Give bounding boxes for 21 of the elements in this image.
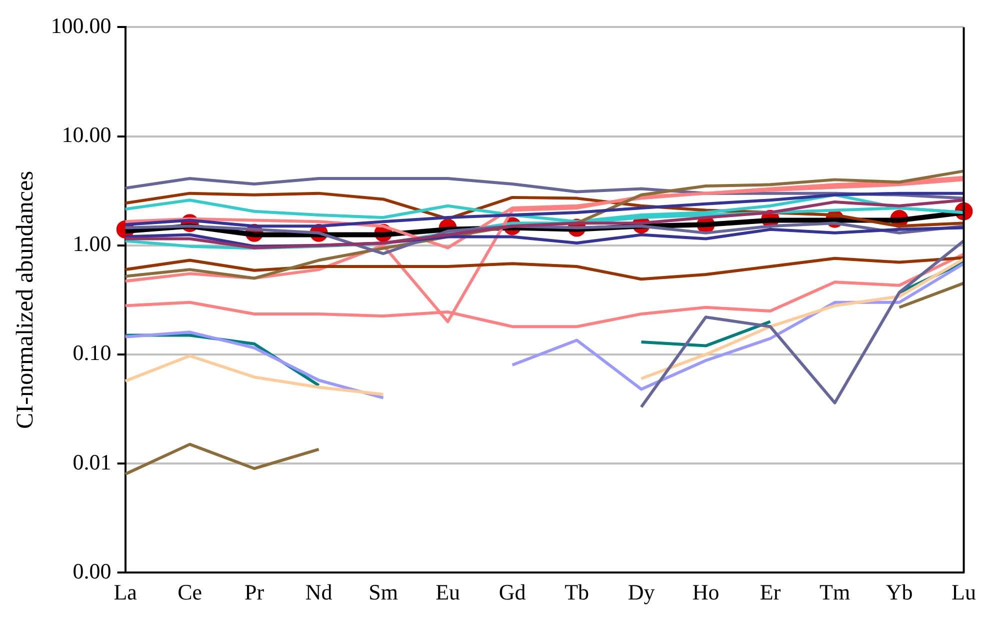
y-tick-label: 0.00 (72, 558, 112, 584)
x-tick-label: Tm (820, 580, 850, 605)
x-tick-label: Tb (564, 580, 590, 605)
x-tick-label: Er (760, 580, 782, 605)
y-tick-label: 1.00 (72, 231, 112, 256)
y-axis-title: CI-normalized abundances (12, 170, 39, 429)
x-tick-label: La (114, 580, 138, 605)
y-tick-label: 0.10 (72, 340, 112, 366)
x-tick-label: Sm (368, 580, 398, 605)
y-tick-label: 0.01 (72, 449, 112, 474)
x-tick-label: Pr (244, 580, 265, 605)
x-tick-label: Ho (692, 580, 720, 605)
y-tick-label: 100.00 (50, 12, 112, 38)
y-tick-label: 10.00 (62, 122, 112, 148)
x-tick-label: Dy (628, 580, 655, 605)
x-tick-label: Gd (498, 580, 526, 605)
x-tick-label: Ce (178, 580, 202, 605)
x-tick-label: Nd (305, 580, 332, 605)
x-tick-label: Eu (436, 580, 460, 605)
x-tick-label: Lu (952, 580, 976, 605)
x-tick-label: Yb (886, 580, 913, 605)
